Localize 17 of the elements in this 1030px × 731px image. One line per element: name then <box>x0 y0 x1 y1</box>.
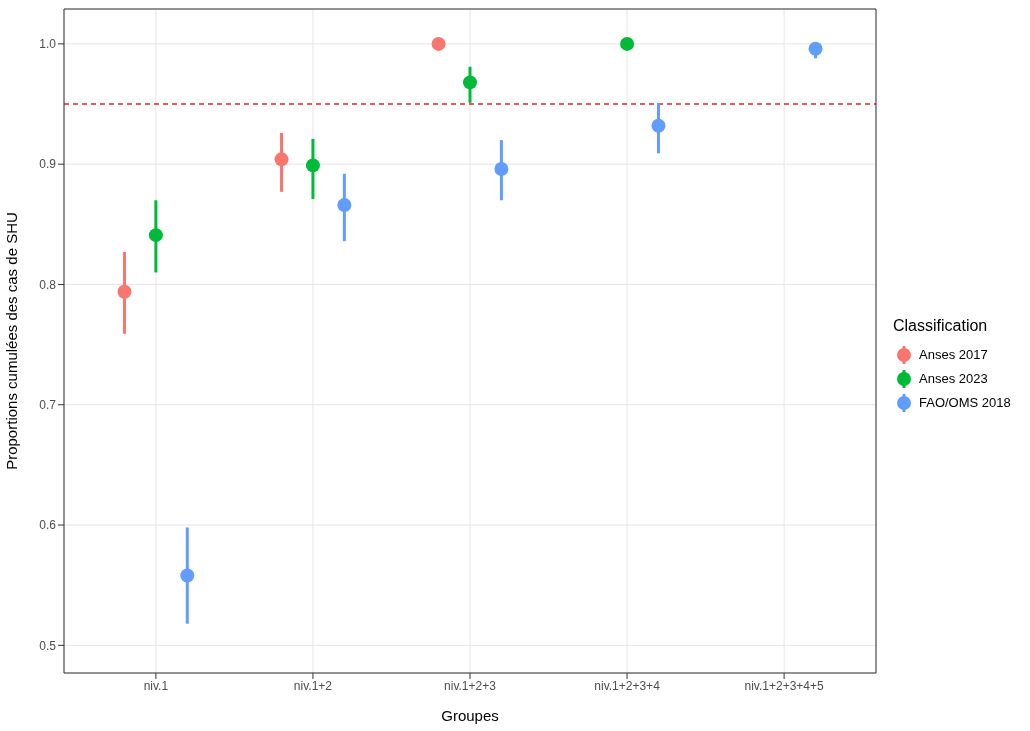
legend-label: FAO/OMS 2018 <box>919 395 1011 410</box>
y-axis-title: Proportions cumulées des cas de SHU <box>3 212 21 470</box>
legend-title: Classification <box>893 316 989 335</box>
y-tick-label: 0.9 <box>39 157 57 172</box>
y-tick-label: 0.6 <box>39 518 57 533</box>
x-tick-label: niv.1+2+3+4+5 <box>744 678 825 693</box>
y-tick-label: 0.7 <box>39 398 57 413</box>
x-tick-label: niv.1+2+3 <box>444 678 497 693</box>
y-tick-label: 1.0 <box>39 37 57 52</box>
legend-label: Anses 2023 <box>919 371 988 386</box>
y-tick-label: 0.5 <box>39 638 57 653</box>
legend-label: Anses 2017 <box>919 347 988 362</box>
x-tick-label: niv.1+2 <box>293 678 333 693</box>
y-tick-label: 0.8 <box>39 277 57 292</box>
x-axis-title: Groupes <box>441 707 499 724</box>
x-tick-label: niv.1 <box>143 678 169 693</box>
x-tick-label: niv.1+2+3+4 <box>594 678 661 693</box>
